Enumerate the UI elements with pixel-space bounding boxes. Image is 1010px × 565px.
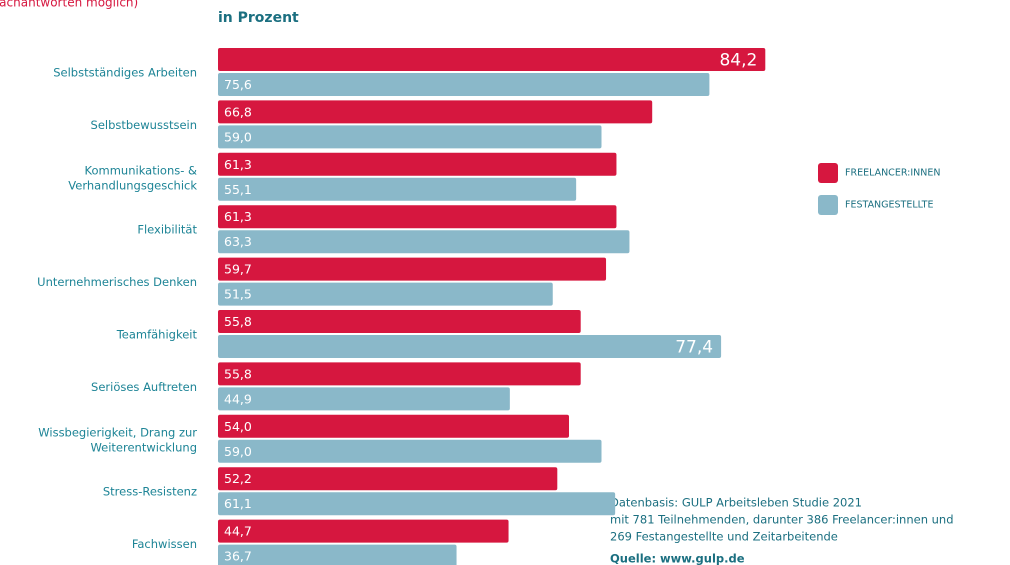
value-label: 59,0 (224, 444, 252, 459)
category-label: Flexibilität (137, 223, 197, 237)
source-link: Quelle: www.gulp.de (610, 552, 745, 565)
value-label: 36,7 (224, 549, 252, 564)
value-label: 59,7 (224, 262, 252, 277)
category-label: Wissbegierigkeit, Drang zur Weiterentwick… (38, 425, 197, 454)
bar (218, 519, 509, 543)
source-note: 269 Festangestellte und Zeitarbeitende (610, 530, 838, 544)
category-label: Fachwissen (132, 537, 197, 551)
legend-swatch (818, 163, 838, 183)
bar (218, 362, 581, 386)
value-label: 52,2 (224, 471, 252, 486)
bar (218, 100, 653, 124)
bar (218, 73, 710, 96)
bar (218, 177, 577, 201)
category-label: Teamfähigkeit (116, 328, 198, 342)
value-label: 61,3 (224, 157, 252, 172)
category-label: Stress-Resistenz (103, 485, 197, 499)
category-label: Selbstbewusstsein (91, 118, 197, 132)
bar (218, 335, 722, 358)
bar (218, 125, 602, 149)
bar (218, 544, 457, 565)
source-note: mit 781 Teilnehmenden, darunter 386 Free… (610, 513, 954, 527)
value-label: 84,2 (719, 51, 757, 71)
category-label: Seriöses Auftreten (91, 380, 197, 394)
bar (218, 387, 510, 411)
legend-label: FESTANGESTELLTE (845, 200, 933, 211)
bar (218, 414, 569, 438)
source-note: Datenbasis: GULP Arbeitsleben Studie 202… (610, 496, 862, 510)
bar (218, 48, 766, 71)
value-label: 59,0 (224, 129, 252, 144)
value-label: 55,8 (224, 366, 252, 381)
legend-swatch (818, 195, 838, 215)
bar (218, 257, 607, 281)
bar (218, 282, 553, 306)
value-label: 55,1 (224, 182, 252, 197)
value-label: 44,7 (224, 524, 252, 539)
bar (218, 152, 617, 176)
bar (218, 492, 616, 516)
value-label: 63,3 (224, 234, 252, 249)
value-label: 55,8 (224, 314, 252, 329)
chart-subtitle: (Mehrfachantworten möglich) (0, 0, 138, 10)
bar (218, 439, 602, 463)
value-label: 44,9 (224, 391, 252, 406)
bar (218, 467, 558, 491)
category-label: Selbstständiges Arbeiten (53, 66, 197, 80)
value-label: 61,1 (224, 496, 252, 511)
value-label: 61,3 (224, 209, 252, 224)
bar (218, 205, 617, 229)
value-label: 77,4 (675, 338, 713, 358)
value-label: 51,5 (224, 287, 252, 302)
value-label: 54,0 (224, 419, 252, 434)
bar (218, 230, 630, 254)
value-label: 75,6 (224, 77, 252, 92)
legend-label: FREELANCER:INNEN (845, 168, 940, 179)
unit-label: in Prozent (218, 10, 299, 26)
category-label: Unternehmerisches Denken (37, 275, 197, 289)
value-label: 66,8 (224, 104, 252, 119)
bar (218, 310, 581, 333)
category-label: Kommunikations- & Verhandlungsgeschick (68, 163, 197, 192)
